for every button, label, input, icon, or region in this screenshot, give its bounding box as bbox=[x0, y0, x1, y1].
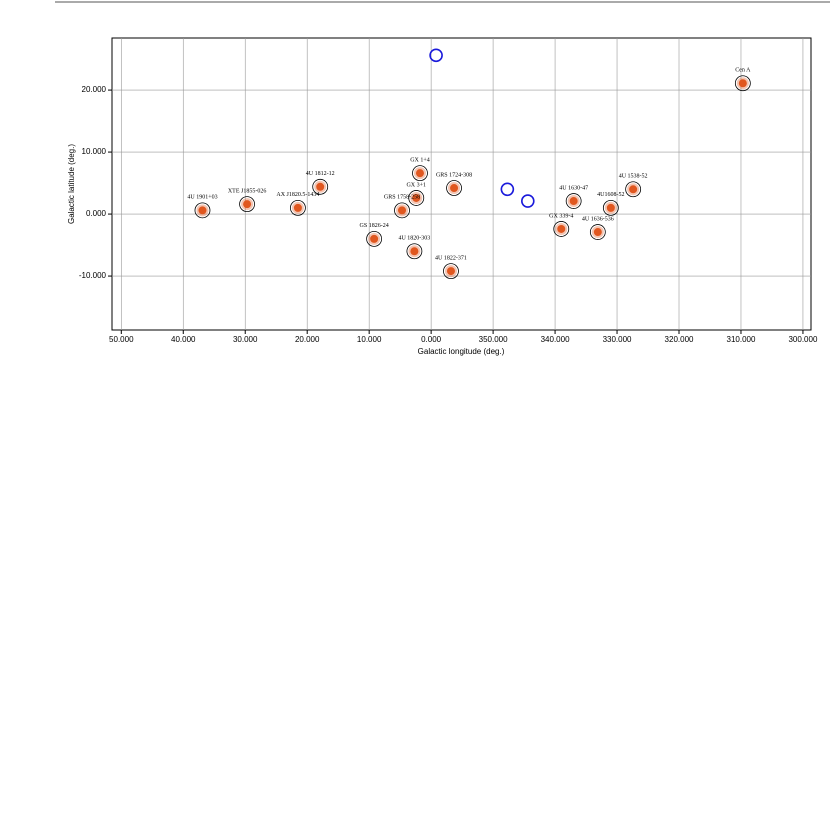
source bbox=[629, 185, 638, 194]
x-tick-label: 0.000 bbox=[421, 335, 442, 344]
marker-ring bbox=[500, 182, 515, 197]
source-label: AX J1820.5-1434 bbox=[276, 192, 319, 198]
source bbox=[243, 200, 252, 209]
y-tick-label: -10.000 bbox=[79, 271, 107, 280]
source-label: 4U 1636-536 bbox=[582, 216, 614, 222]
source-ring bbox=[394, 202, 410, 219]
source bbox=[415, 169, 424, 178]
marker-ring bbox=[429, 48, 443, 63]
x-tick-label: 30.000 bbox=[233, 335, 258, 344]
source-ring bbox=[366, 230, 383, 247]
source-label: GRS 1758-258 bbox=[384, 195, 420, 201]
x-tick-label: 330.000 bbox=[603, 335, 632, 344]
source bbox=[410, 247, 419, 256]
source-ring bbox=[602, 199, 619, 216]
x-tick-label: 10.000 bbox=[357, 335, 382, 344]
source bbox=[569, 197, 578, 206]
source-label: GX 3+1 bbox=[406, 182, 426, 188]
source-label: GS 1826-24 bbox=[360, 223, 389, 229]
source-ring bbox=[239, 196, 255, 213]
source-ring bbox=[443, 263, 459, 280]
source-label: 4U 1812-12 bbox=[306, 171, 335, 177]
source-label: GX 339-4 bbox=[549, 213, 573, 219]
marker-ring bbox=[521, 194, 535, 208]
source-label: 4U 1901+03 bbox=[187, 195, 217, 201]
source bbox=[293, 203, 302, 212]
source-label: 4U 1822-371 bbox=[435, 255, 467, 261]
x-tick-label: 320.000 bbox=[665, 335, 694, 344]
source-ring bbox=[412, 165, 428, 182]
source-ring bbox=[553, 221, 570, 237]
y-tick-label: 0.000 bbox=[86, 209, 107, 218]
x-tick-label: 40.000 bbox=[171, 335, 196, 344]
source bbox=[398, 206, 407, 215]
x-axis-title: Galactic longitude (deg.) bbox=[418, 347, 505, 356]
source-label: 4U1608-52 bbox=[597, 192, 624, 198]
source bbox=[738, 79, 747, 88]
source bbox=[450, 184, 459, 193]
source bbox=[198, 206, 207, 215]
source-ring bbox=[625, 181, 642, 198]
source bbox=[446, 267, 455, 276]
source-label: 4U 1630-47 bbox=[559, 185, 588, 191]
source-label: GRS 1724-308 bbox=[436, 172, 472, 178]
source-label: 4U 1538-52 bbox=[619, 174, 648, 180]
x-tick-label: 340.000 bbox=[541, 335, 570, 344]
y-tick-label: 20.000 bbox=[82, 85, 107, 94]
x-tick-label: 310.000 bbox=[727, 335, 756, 344]
source-ring bbox=[408, 190, 425, 206]
y-axis-title: Galactic latitude (deg.) bbox=[67, 144, 76, 224]
source-ring bbox=[312, 178, 329, 195]
source bbox=[606, 203, 615, 212]
y-tick-label: 10.000 bbox=[82, 147, 107, 156]
source-label: 4U 1820-303 bbox=[398, 236, 430, 242]
source bbox=[557, 224, 566, 233]
source-ring bbox=[589, 224, 606, 240]
source-label: GX 1+4 bbox=[410, 158, 430, 164]
source bbox=[370, 234, 379, 243]
x-tick-label: 350.000 bbox=[479, 335, 508, 344]
source-ring bbox=[565, 193, 582, 209]
x-tick-label: 20.000 bbox=[295, 335, 320, 344]
source bbox=[316, 182, 325, 191]
source-ring bbox=[734, 75, 751, 92]
source bbox=[412, 193, 421, 202]
x-tick-label: 50.000 bbox=[109, 335, 134, 344]
plot-frame bbox=[111, 37, 812, 331]
source bbox=[593, 228, 602, 237]
x-tick-label: 300.000 bbox=[788, 335, 817, 344]
source-ring bbox=[446, 180, 462, 196]
source-label: XTE J1855-026 bbox=[228, 189, 267, 195]
source-ring bbox=[290, 199, 306, 216]
source-ring bbox=[194, 202, 211, 219]
source-label: Cen A bbox=[735, 68, 751, 74]
source-ring bbox=[406, 243, 423, 260]
